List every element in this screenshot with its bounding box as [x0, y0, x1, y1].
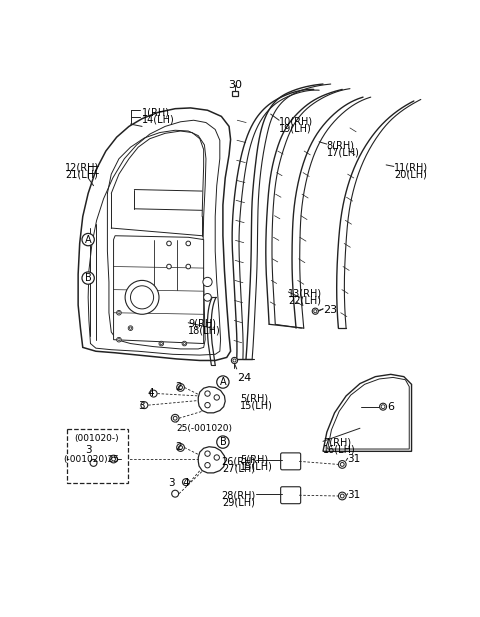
Text: 25(-001020): 25(-001020) [177, 424, 233, 433]
Circle shape [217, 376, 229, 388]
Text: 5(RH): 5(RH) [240, 454, 268, 465]
Text: 4: 4 [182, 478, 189, 488]
Text: (001020-): (001020-) [74, 434, 119, 444]
Text: 4: 4 [147, 388, 154, 398]
Text: 15(LH): 15(LH) [240, 400, 273, 410]
Circle shape [90, 460, 97, 466]
Circle shape [217, 436, 229, 449]
Circle shape [233, 359, 236, 362]
Text: 29(LH): 29(LH) [222, 497, 255, 508]
Circle shape [231, 357, 238, 363]
Text: A: A [85, 234, 92, 244]
Text: 19(LH): 19(LH) [279, 123, 312, 133]
Circle shape [214, 395, 219, 400]
Text: 30: 30 [228, 80, 242, 90]
Text: 5(RH): 5(RH) [240, 394, 268, 404]
Text: 6: 6 [388, 402, 395, 412]
Circle shape [131, 286, 154, 309]
Circle shape [172, 491, 179, 497]
Text: 3: 3 [168, 478, 175, 488]
Circle shape [182, 341, 187, 346]
Polygon shape [323, 375, 411, 452]
Text: 13(RH): 13(RH) [288, 288, 323, 298]
Text: B: B [219, 437, 226, 447]
Text: 16(LH): 16(LH) [323, 444, 356, 454]
Circle shape [338, 460, 346, 468]
Text: 17(LH): 17(LH) [327, 147, 360, 157]
Circle shape [177, 444, 184, 452]
Text: A: A [219, 377, 226, 387]
FancyBboxPatch shape [281, 453, 300, 470]
Text: 21(LH): 21(LH) [65, 170, 98, 180]
Circle shape [128, 326, 133, 331]
Circle shape [203, 277, 212, 286]
Text: 31: 31 [348, 490, 361, 500]
Text: 15(LH): 15(LH) [240, 462, 273, 471]
Circle shape [82, 272, 94, 284]
Text: 12(RH): 12(RH) [65, 163, 99, 173]
Circle shape [183, 342, 186, 345]
FancyBboxPatch shape [281, 487, 300, 503]
Text: 10(RH): 10(RH) [279, 117, 313, 126]
Text: 14(LH): 14(LH) [142, 114, 175, 124]
Polygon shape [328, 378, 409, 449]
Circle shape [204, 294, 211, 301]
Circle shape [205, 463, 210, 468]
Circle shape [117, 337, 121, 342]
Circle shape [167, 264, 171, 269]
Circle shape [214, 455, 219, 460]
Circle shape [314, 310, 317, 313]
Circle shape [338, 492, 346, 500]
Text: (-001020)25: (-001020)25 [63, 455, 120, 464]
Polygon shape [232, 91, 238, 96]
Text: 28(RH): 28(RH) [221, 491, 255, 500]
Circle shape [125, 280, 159, 314]
Text: 1(RH): 1(RH) [142, 107, 170, 117]
Circle shape [110, 455, 118, 463]
Text: 2: 2 [175, 442, 181, 452]
Polygon shape [114, 236, 204, 344]
Circle shape [141, 402, 148, 408]
Circle shape [380, 404, 386, 410]
Circle shape [129, 327, 132, 329]
Circle shape [312, 308, 318, 314]
Circle shape [182, 479, 190, 486]
Circle shape [118, 312, 120, 314]
Text: 20(LH): 20(LH) [394, 170, 427, 180]
Circle shape [205, 402, 210, 408]
Circle shape [82, 233, 94, 246]
Text: 2: 2 [175, 382, 181, 392]
Circle shape [167, 241, 171, 246]
Text: 9(RH): 9(RH) [188, 319, 216, 329]
Text: 11(RH): 11(RH) [394, 163, 428, 173]
Polygon shape [198, 447, 225, 473]
Circle shape [205, 451, 210, 457]
Circle shape [150, 390, 157, 397]
Circle shape [381, 405, 385, 408]
Text: B: B [85, 273, 92, 283]
Circle shape [159, 341, 164, 346]
Circle shape [117, 310, 121, 315]
Polygon shape [198, 387, 225, 413]
Text: 18(LH): 18(LH) [188, 326, 221, 336]
Text: 22(LH): 22(LH) [288, 295, 321, 305]
Text: 3: 3 [138, 400, 144, 410]
Circle shape [171, 415, 179, 422]
Circle shape [205, 391, 210, 396]
Text: 23: 23 [323, 305, 337, 315]
Text: 26(RH): 26(RH) [221, 457, 255, 466]
Circle shape [177, 384, 184, 391]
Circle shape [118, 339, 120, 341]
FancyBboxPatch shape [67, 429, 128, 483]
Polygon shape [78, 108, 230, 360]
Text: 3: 3 [85, 445, 92, 455]
Text: 24: 24 [237, 373, 251, 383]
Text: 27(LH): 27(LH) [222, 463, 255, 474]
Text: 7(RH): 7(RH) [323, 437, 351, 447]
Text: 31: 31 [348, 454, 361, 465]
Text: 8(RH): 8(RH) [327, 140, 355, 151]
Circle shape [186, 241, 191, 246]
Circle shape [186, 264, 191, 269]
Circle shape [160, 342, 162, 345]
